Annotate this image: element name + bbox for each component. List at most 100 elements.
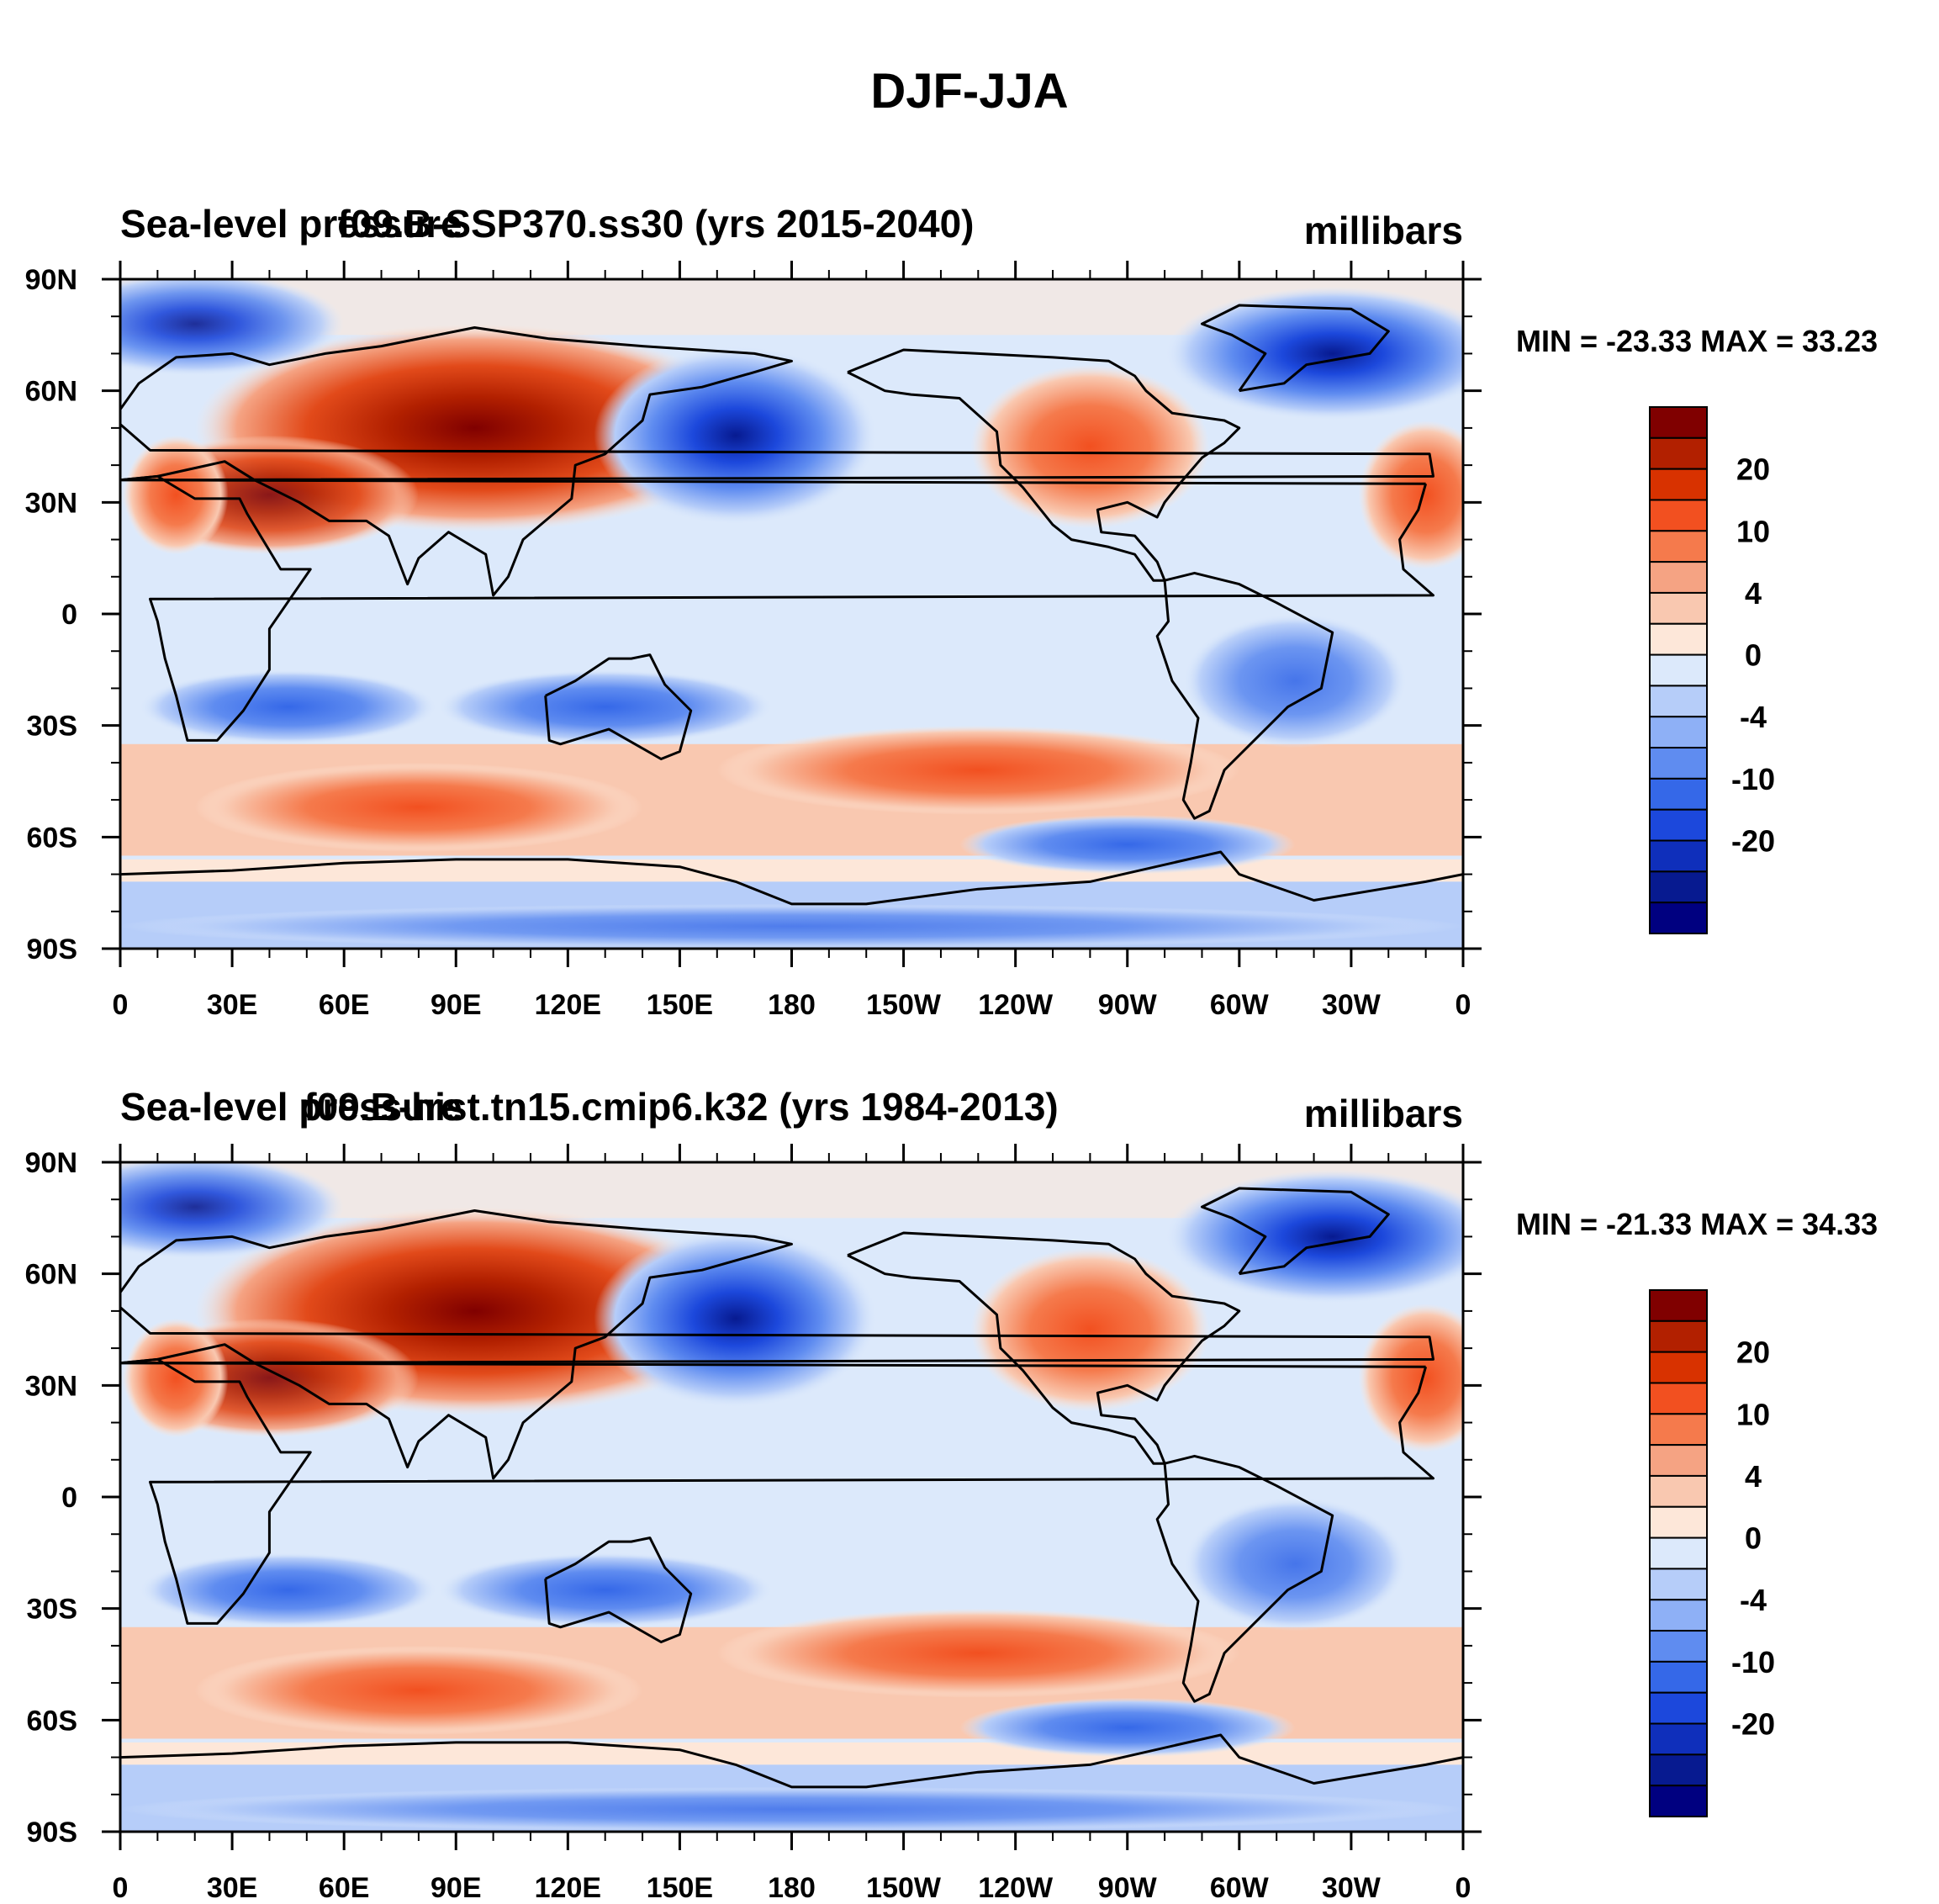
colorbar-swatch [1649, 1785, 1708, 1818]
x-tick-label: 120W [978, 989, 1054, 1021]
coastline [1155, 571, 1334, 820]
pressure-anomaly [959, 814, 1296, 875]
coastline [120, 850, 1463, 906]
coastline [1201, 1187, 1390, 1276]
colorbar-swatch [1649, 839, 1708, 873]
x-tick-label: 60E [319, 1872, 370, 1904]
colorbar-swatch [1649, 406, 1708, 439]
colorbar-swatch [1649, 1413, 1708, 1447]
colorbar-swatch [1649, 1722, 1708, 1756]
figure-title: DJF-JJA [870, 64, 1068, 119]
coastline [120, 1357, 1434, 1625]
colorbar-swatch [1649, 622, 1708, 656]
pressure-anomaly [716, 1608, 1239, 1698]
colorbar-swatch [1649, 902, 1708, 935]
colorbar-swatch [1649, 808, 1708, 842]
colorbar-swatch [1649, 1753, 1708, 1787]
y-tick-label: 60N [25, 1259, 77, 1291]
colorbar-swatch [1649, 1351, 1708, 1384]
pressure-anomaly [139, 1552, 438, 1627]
colorbar-swatch [1649, 1505, 1708, 1539]
pressure-anomaly [1358, 1304, 1463, 1452]
pressure-anomaly [194, 1645, 643, 1736]
pressure-anomaly [120, 903, 1463, 949]
x-tick-label: 150W [866, 1872, 942, 1904]
colorbar-swatch [1649, 591, 1708, 625]
band-subpolar [120, 1742, 1463, 1765]
colorbar-label: 20 [1736, 452, 1770, 487]
coastline [847, 1231, 1241, 1465]
colorbar-label: 10 [1736, 514, 1770, 548]
y-axis: 90N 60N 30N 0 30S 60S 90S [25, 1147, 1482, 1848]
colorbar: 20 10 4 0 -4 -10 -20 [1649, 406, 1775, 935]
pressure-anomaly [970, 1247, 1210, 1412]
colorbar-swatch [1649, 1474, 1708, 1508]
pressure-anomaly [120, 1162, 345, 1259]
colorbar-swatch [1649, 685, 1708, 718]
colorbar-swatch [1649, 1444, 1708, 1477]
colorbar-label: 4 [1745, 1459, 1762, 1494]
y-tick-label: 0 [61, 1482, 77, 1514]
coastline [544, 1536, 693, 1643]
colorbar-swatch [1649, 468, 1708, 501]
pressure-anomaly [1183, 614, 1408, 748]
pressure-anomaly [1165, 1169, 1463, 1304]
sea-level-pressure-map [119, 278, 1465, 950]
pressure-anomaly [120, 279, 345, 376]
colorbar-label: -4 [1740, 700, 1767, 734]
pressure-anomaly [194, 762, 643, 853]
panel-units: millibars [1304, 1092, 1463, 1135]
pressure-anomaly [594, 1229, 878, 1408]
panel-left-title: Sea-level pressure [120, 202, 462, 246]
colorbar-swatch [1649, 1630, 1708, 1663]
x-tick-label: 90E [431, 1872, 482, 1904]
x-tick-label: 150W [866, 989, 942, 1021]
y-tick-label: 90S [27, 1817, 78, 1848]
pressure-anomaly [437, 669, 774, 744]
y-tick-label: 30N [25, 487, 77, 519]
coastline [120, 474, 1434, 742]
pressure-anomaly [139, 669, 438, 744]
colorbar-swatch [1649, 1599, 1708, 1632]
panel-center-title: f09.B-SSP370.ss30 (yrs 2015-2040) [338, 202, 975, 246]
coastline [847, 348, 1241, 582]
x-tick-label: 90W [1098, 989, 1158, 1021]
coastline [120, 326, 1434, 597]
x-tick-label: 0 [113, 989, 129, 1021]
coastline [544, 653, 693, 760]
x-tick-label: 30E [207, 1872, 258, 1904]
y-tick-label: 60S [27, 822, 78, 854]
colorbar-swatch [1649, 1320, 1708, 1353]
pressure-anomaly [716, 725, 1239, 815]
colorbar-swatch [1649, 777, 1708, 811]
colorbar-label: -20 [1731, 1707, 1775, 1742]
y-tick-label: 90S [27, 933, 78, 965]
coastline [1201, 304, 1390, 393]
pressure-anomaly [959, 1697, 1296, 1758]
colorbar-label: -10 [1731, 762, 1775, 796]
colorbar-swatch [1649, 1691, 1708, 1725]
x-tick-label: 60E [319, 989, 370, 1021]
colorbar-swatch [1649, 653, 1708, 687]
coastline [1155, 1454, 1334, 1703]
y-tick-label: 30S [27, 1594, 78, 1626]
y-tick-label: 30N [25, 1370, 77, 1402]
colorbar-label: 20 [1736, 1335, 1770, 1370]
y-tick-label: 60N [25, 376, 77, 408]
pressure-anomaly [970, 364, 1210, 529]
x-tick-label: 150E [647, 989, 713, 1021]
panel-left-title: Sea-level pressure [120, 1085, 462, 1129]
x-tick-label: 180 [768, 989, 816, 1021]
colorbar-label: -20 [1731, 824, 1775, 859]
colorbar-label: 10 [1736, 1397, 1770, 1431]
colorbar-swatch [1649, 747, 1708, 780]
x-tick-label: 30W [1322, 989, 1382, 1021]
colorbar-label: -10 [1731, 1645, 1775, 1679]
x-tick-label: 150E [647, 1872, 713, 1904]
colorbar-swatch [1649, 1536, 1708, 1570]
colorbar-swatch [1649, 1568, 1708, 1601]
x-tick-label: 90W [1098, 1872, 1158, 1904]
x-tick-label: 30E [207, 989, 258, 1021]
pressure-field [120, 1162, 1463, 1832]
